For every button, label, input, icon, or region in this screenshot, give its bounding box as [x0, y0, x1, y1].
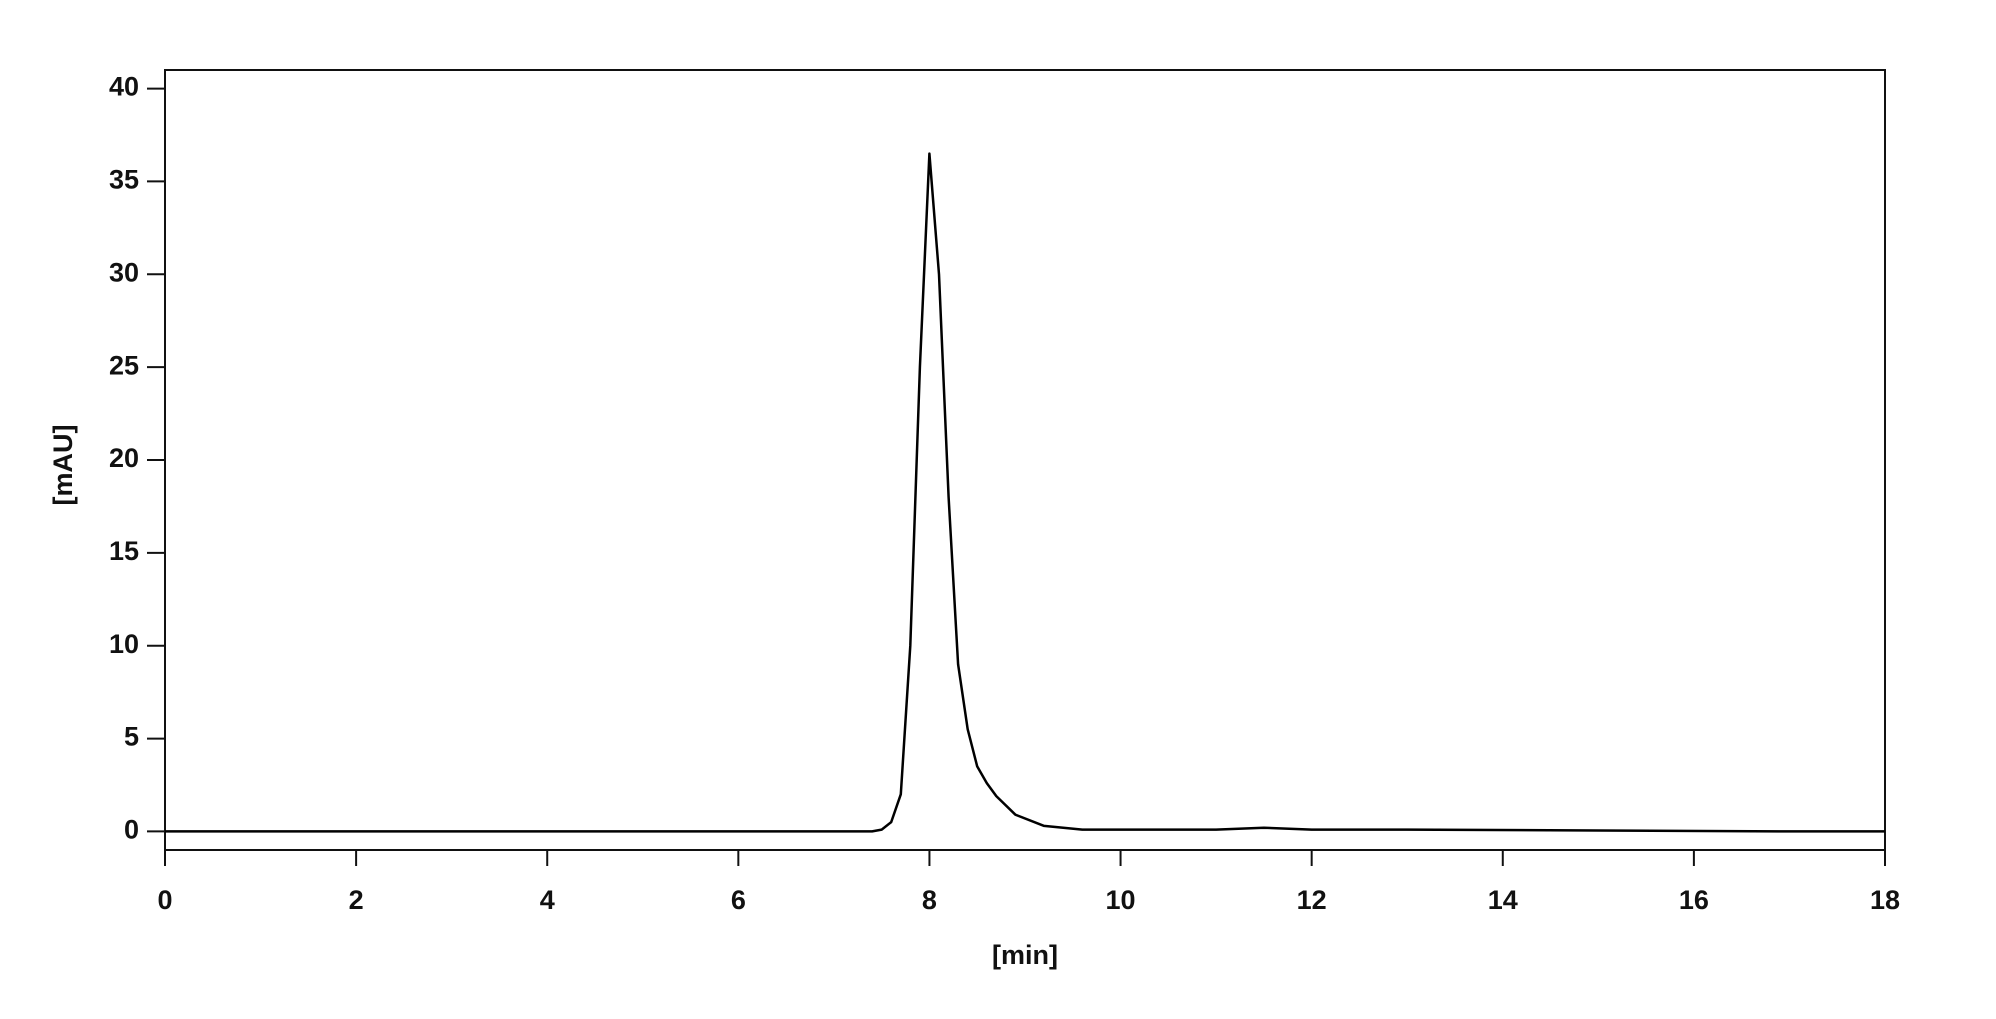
x-tick-label: 12 [1297, 885, 1327, 915]
x-tick-label: 6 [731, 885, 746, 915]
y-tick-label: 30 [109, 257, 139, 287]
y-axis-label: [mAU] [48, 425, 78, 506]
y-tick-label: 0 [124, 815, 139, 845]
x-tick-label: 0 [157, 885, 172, 915]
x-tick-label: 10 [1106, 885, 1136, 915]
y-tick-label: 35 [109, 165, 139, 195]
y-tick-label: 25 [109, 350, 139, 380]
y-tick-label: 15 [109, 536, 139, 566]
x-tick-label: 16 [1679, 885, 1709, 915]
x-tick-label: 8 [922, 885, 937, 915]
y-tick-label: 40 [109, 72, 139, 102]
y-tick-label: 5 [124, 722, 139, 752]
x-tick-label: 18 [1870, 885, 1900, 915]
x-tick-label: 4 [540, 885, 555, 915]
y-tick-label: 20 [109, 443, 139, 473]
trace [165, 152, 1885, 833]
x-axis-label: [min] [992, 940, 1058, 970]
y-tick-label: 10 [109, 629, 139, 659]
x-tick-label: 2 [349, 885, 364, 915]
x-tick-label: 14 [1488, 885, 1518, 915]
plot-frame [164, 69, 1886, 851]
